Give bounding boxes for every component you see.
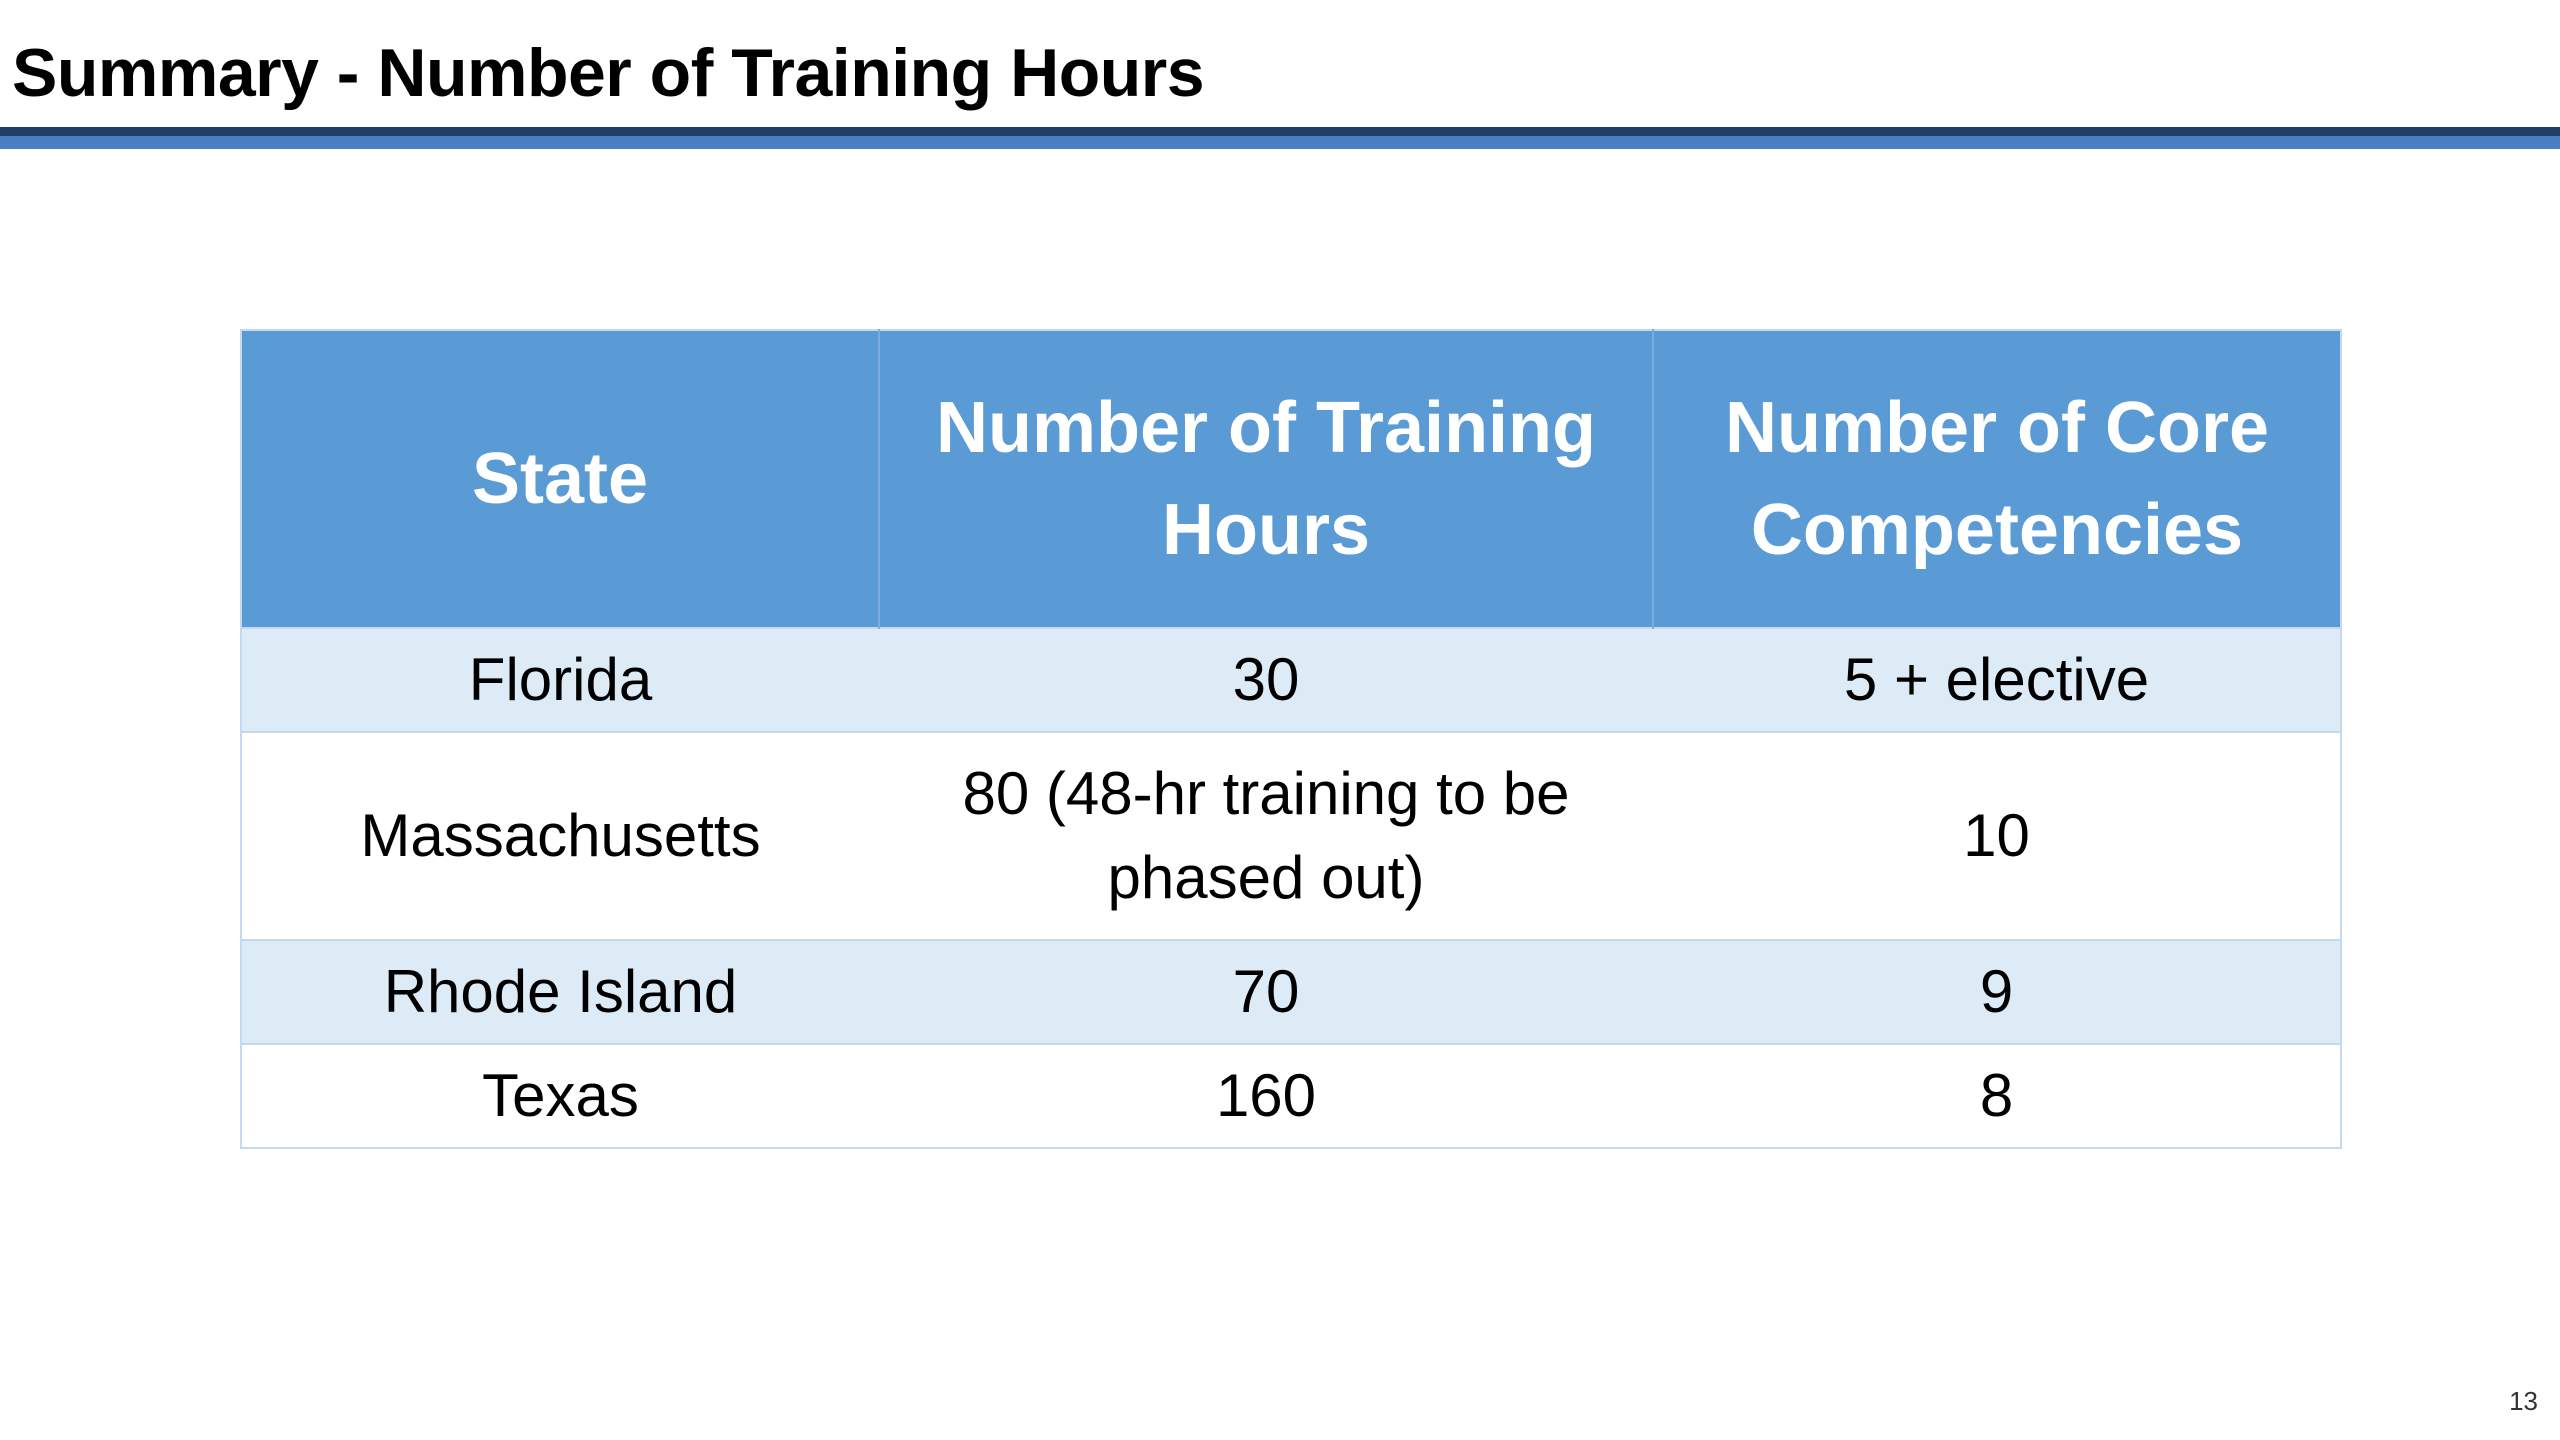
cell-hours: 160: [879, 1043, 1653, 1148]
table-row: Rhode Island 70 9: [241, 939, 2341, 1044]
cell-state: Florida: [241, 627, 879, 732]
cell-competencies: 8: [1653, 1043, 2341, 1148]
title-rule-dark: [0, 127, 2560, 136]
cell-competencies: 10: [1653, 731, 2341, 940]
cell-hours: 30: [879, 627, 1653, 732]
cell-competencies: 9: [1653, 939, 2341, 1044]
page-number: 13: [2509, 1386, 2538, 1416]
slide-title: Summary - Number of Training Hours: [12, 35, 1205, 111]
header-core-competencies: Number of Core Competencies: [1653, 330, 2341, 628]
table-row: Texas 160 8: [241, 1043, 2341, 1148]
training-hours-table: State Number of Training Hours Number of…: [240, 329, 2342, 1149]
cell-competencies: 5 + elective: [1653, 627, 2341, 732]
table-header-row: State Number of Training Hours Number of…: [241, 330, 2341, 628]
cell-state: Texas: [241, 1043, 879, 1148]
header-training-hours: Number of Training Hours: [879, 330, 1654, 628]
cell-state: Massachusetts: [241, 731, 879, 940]
table-row: Massachusetts 80 (48-hr training to be p…: [241, 731, 2341, 940]
table-row: Florida 30 5 + elective: [241, 627, 2341, 732]
title-rule-light: [0, 136, 2560, 149]
cell-state: Rhode Island: [241, 939, 879, 1044]
cell-hours: 80 (48-hr training to be phased out): [879, 731, 1653, 940]
cell-hours: 70: [879, 939, 1653, 1044]
header-state: State: [241, 330, 880, 628]
